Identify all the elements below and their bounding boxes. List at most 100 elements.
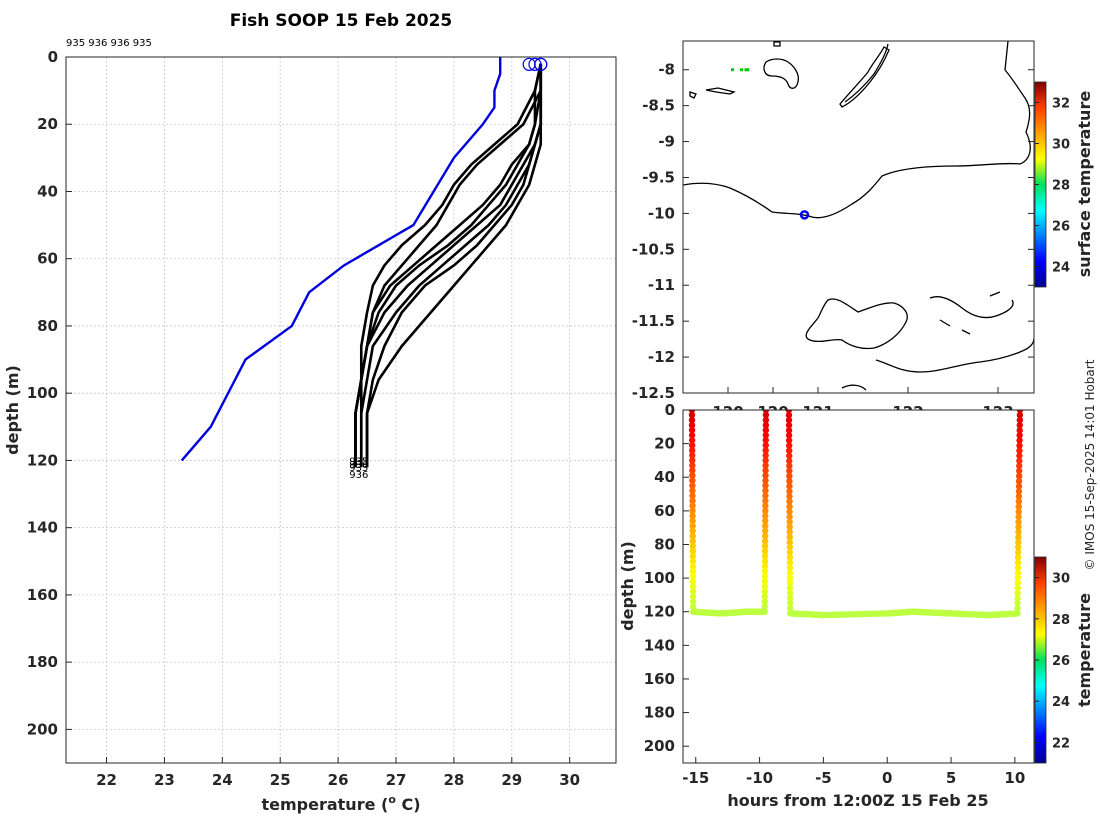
map-chart: -8-8.5-9-9.5-10-10.5-11-11.5-12-12.51201… <box>632 40 1094 421</box>
section-point <box>761 558 769 565</box>
section-point <box>786 574 794 582</box>
section-point <box>689 452 696 459</box>
section-point <box>786 462 793 470</box>
section-point <box>689 512 696 520</box>
section-point <box>786 533 793 541</box>
map-current-position <box>799 210 810 220</box>
profile-ytick-7: 140 <box>27 519 58 537</box>
map-track-point-2 <box>744 68 748 72</box>
section-point <box>688 442 696 449</box>
map-frame <box>682 40 1035 394</box>
map-cb-tick-3: 30 <box>1052 138 1070 153</box>
section-point <box>1016 447 1023 454</box>
section-point <box>689 588 697 595</box>
section-point <box>762 492 769 499</box>
section-frame <box>682 409 1035 764</box>
section-point <box>688 432 696 439</box>
section-point <box>762 462 769 469</box>
profile-ytick-8: 160 <box>27 586 58 604</box>
map-ytick-0: -8 <box>658 61 675 79</box>
section-xtick-3: 0 <box>882 769 892 787</box>
surface-marker-3 <box>534 57 548 71</box>
section-point <box>785 437 793 444</box>
section-point <box>786 488 793 495</box>
section-point <box>786 544 793 551</box>
section-chart: -15 -10 -5 0 5 10020406080100120140160180200 … <box>618 401 1094 810</box>
section-point <box>761 588 769 595</box>
section-xlabel: hours from 12:00Z 15 Feb 25 <box>727 791 988 810</box>
section-point <box>786 579 794 587</box>
section-point <box>689 472 696 479</box>
section-point <box>1014 605 1021 612</box>
section-point <box>761 608 768 615</box>
section-point <box>1014 589 1021 597</box>
profile-xlabel: temperature (o C) <box>261 793 420 814</box>
section-point <box>1015 472 1023 480</box>
profile-ytick-9: 180 <box>27 653 58 671</box>
section-point <box>1014 574 1022 582</box>
section-point <box>785 411 793 419</box>
section-ytick-0: 0 <box>665 401 675 419</box>
section-point <box>786 554 794 561</box>
section-point <box>786 605 794 612</box>
profile-xtick-7: 29 <box>501 771 522 789</box>
section-point <box>689 593 697 600</box>
profile-end-label-3: 936 <box>349 470 368 481</box>
section-point <box>761 537 769 545</box>
map-track-point-0 <box>731 68 734 72</box>
section-point <box>786 508 793 515</box>
map-track-point-3 <box>746 68 750 72</box>
section-point <box>786 472 793 480</box>
profile-ytick-0: 0 <box>48 48 58 66</box>
map-cb-tick-0: 24 <box>1052 261 1070 276</box>
section-point <box>786 569 794 576</box>
section-point <box>761 568 769 575</box>
section-point <box>689 558 697 565</box>
profile-xtick-2: 24 <box>212 771 233 789</box>
profile-ids-label: 935 936 936 935 <box>66 38 152 49</box>
section-point <box>762 452 769 459</box>
map-ytick-2: -9 <box>658 133 675 151</box>
coast-south-main <box>875 337 1034 373</box>
section-ytick-1: 20 <box>654 435 675 453</box>
profile-plot-area <box>66 57 616 763</box>
section-point <box>1015 483 1023 490</box>
section-point <box>1015 503 1022 510</box>
section-point <box>786 584 794 592</box>
profile-ytick-1: 20 <box>37 115 58 133</box>
figure-title: Fish SOOP 15 Feb 2025 <box>230 11 453 31</box>
profile-xtick-4: 26 <box>328 771 349 789</box>
map-colorbar-label: surface temperature <box>1075 91 1094 278</box>
section-point <box>689 477 696 484</box>
section-point <box>1016 457 1023 465</box>
section-point <box>689 553 697 560</box>
profile-line-8 <box>354 63 543 468</box>
section-point <box>689 517 696 525</box>
section-point <box>762 432 770 439</box>
section-point <box>689 598 697 605</box>
section-point <box>688 416 696 424</box>
map-cb-tick-1: 26 <box>1052 220 1070 235</box>
section-point <box>786 564 794 571</box>
section-point <box>761 603 768 610</box>
map-cb-tick-2: 28 <box>1052 179 1070 194</box>
surface-marker-1 <box>528 57 542 71</box>
map-ytick-4: -10 <box>648 204 675 222</box>
coastlines <box>683 41 1034 391</box>
coast-small-island <box>763 58 800 89</box>
section-point <box>1016 422 1023 429</box>
section-ytick-9: 180 <box>644 704 675 722</box>
section-point <box>1014 610 1021 617</box>
section-point <box>689 482 696 489</box>
section-point <box>762 437 769 444</box>
section-ytick-4: 80 <box>654 535 675 553</box>
section-colorbar-ticks: 22 24 26 28 30 <box>1035 572 1070 751</box>
profile-line-6 <box>359 63 543 468</box>
section-point <box>786 539 793 546</box>
section-cb-tick-4: 30 <box>1052 572 1070 587</box>
section-point <box>1016 432 1023 439</box>
section-point <box>762 507 769 515</box>
map-track-point-1 <box>740 68 743 72</box>
